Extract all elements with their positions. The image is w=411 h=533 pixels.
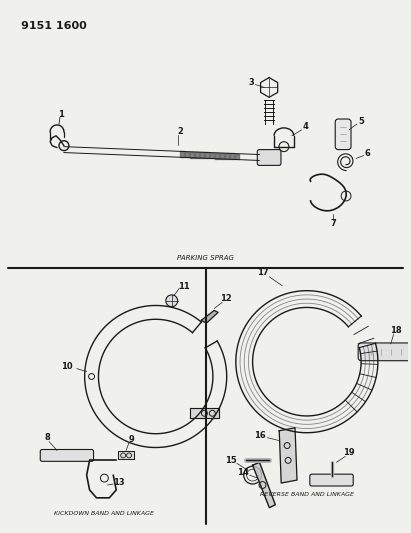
FancyBboxPatch shape xyxy=(40,449,94,462)
Text: 7: 7 xyxy=(330,219,336,228)
FancyBboxPatch shape xyxy=(358,343,411,361)
Text: 11: 11 xyxy=(178,281,189,290)
Text: REVERSE BAND AND LINKAGE: REVERSE BAND AND LINKAGE xyxy=(260,492,354,497)
FancyBboxPatch shape xyxy=(310,474,353,486)
Polygon shape xyxy=(189,408,219,418)
Text: 4: 4 xyxy=(302,123,309,132)
Polygon shape xyxy=(279,428,297,483)
Text: 2: 2 xyxy=(178,127,183,136)
Text: 5: 5 xyxy=(358,117,364,126)
Text: 9: 9 xyxy=(128,435,134,444)
Text: 19: 19 xyxy=(344,448,355,457)
FancyBboxPatch shape xyxy=(257,150,281,165)
Text: PARKING SPRAG: PARKING SPRAG xyxy=(177,255,234,261)
Polygon shape xyxy=(253,462,275,508)
FancyBboxPatch shape xyxy=(335,119,351,150)
Text: KICKDOWN BAND AND LINKAGE: KICKDOWN BAND AND LINKAGE xyxy=(54,511,154,516)
Text: 16: 16 xyxy=(254,431,266,440)
Text: 15: 15 xyxy=(225,456,237,465)
Text: 3: 3 xyxy=(249,78,254,87)
Text: 18: 18 xyxy=(390,326,402,335)
Text: 17: 17 xyxy=(256,269,268,277)
Text: 6: 6 xyxy=(365,149,371,158)
Polygon shape xyxy=(118,451,134,459)
Text: 14: 14 xyxy=(237,467,249,477)
Text: 10: 10 xyxy=(61,362,73,371)
Text: 9151 1600: 9151 1600 xyxy=(21,21,86,31)
Polygon shape xyxy=(201,310,218,323)
Text: 8: 8 xyxy=(44,433,50,442)
Text: 12: 12 xyxy=(220,294,232,303)
Circle shape xyxy=(166,295,178,306)
Text: 1: 1 xyxy=(58,110,64,118)
Text: 13: 13 xyxy=(113,478,125,487)
